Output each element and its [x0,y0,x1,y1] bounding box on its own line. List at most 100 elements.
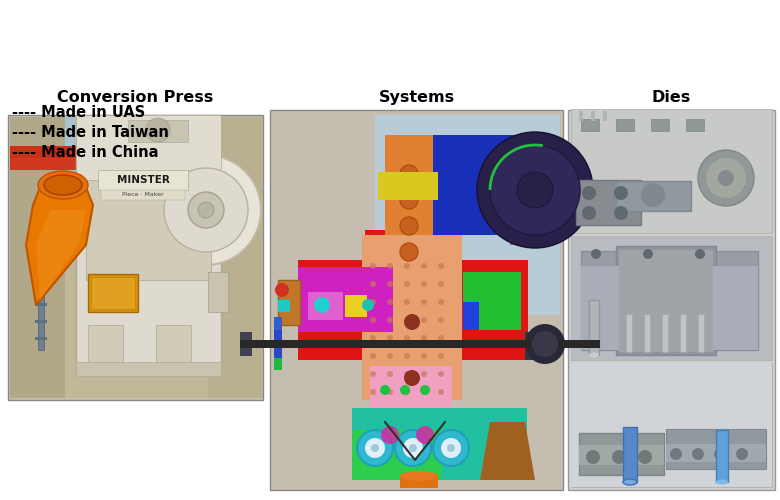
Circle shape [387,371,393,377]
Bar [571,109,772,233]
Circle shape [421,263,427,269]
Circle shape [438,281,444,287]
Bar [128,120,188,142]
Bar [400,474,438,488]
Bar [270,110,563,490]
Bar [425,135,520,235]
Circle shape [365,438,385,458]
Circle shape [400,217,418,235]
Bar [662,314,668,352]
Circle shape [441,438,461,458]
Bar [10,146,95,160]
Bar [35,269,47,272]
Bar [35,320,47,323]
Circle shape [582,186,596,200]
Polygon shape [26,180,93,305]
Bar [581,119,599,131]
Circle shape [164,168,248,252]
Text: ---- Made in China: ---- Made in China [12,145,158,160]
Circle shape [421,335,427,341]
Circle shape [387,299,393,305]
Bar [591,111,595,121]
Bar [698,314,704,352]
Bar [616,181,691,211]
Bar [510,160,532,245]
Circle shape [532,331,558,357]
Circle shape [736,448,748,460]
Circle shape [404,299,410,305]
Circle shape [387,353,393,359]
Circle shape [438,299,444,305]
Bar [352,430,442,480]
Bar [616,246,716,355]
Circle shape [404,371,410,377]
Bar [156,325,191,370]
Circle shape [404,335,410,341]
Circle shape [438,371,444,377]
Circle shape [387,263,393,269]
Bar [525,332,540,360]
Circle shape [198,202,214,218]
Text: Dies: Dies [652,90,691,105]
Text: ---- Made in UAS: ---- Made in UAS [12,105,145,120]
Bar [579,445,664,465]
Bar [352,408,527,480]
Circle shape [314,297,330,313]
Bar [571,363,772,487]
Bar [623,427,637,482]
Circle shape [387,335,393,341]
Circle shape [525,324,565,364]
Circle shape [438,263,444,269]
Bar [98,170,188,190]
Circle shape [370,335,376,341]
Bar [619,250,713,352]
Bar [101,190,185,200]
Circle shape [477,132,593,248]
Bar [680,314,686,352]
Bar [35,303,47,306]
Circle shape [614,206,628,220]
Circle shape [387,317,393,323]
Circle shape [421,389,427,395]
Bar [463,272,521,330]
Bar [571,363,772,487]
Circle shape [718,170,734,186]
Bar [298,260,528,360]
Bar [716,430,728,482]
Bar [10,117,261,200]
Circle shape [420,385,430,395]
Circle shape [370,317,376,323]
Bar [10,117,261,398]
Bar [644,314,650,352]
Bar [686,119,704,131]
Circle shape [370,281,376,287]
Circle shape [438,317,444,323]
Bar [308,292,343,320]
Bar [35,252,47,255]
Bar [666,429,766,469]
Bar [568,110,775,490]
Bar [651,119,669,131]
Circle shape [400,243,418,261]
Polygon shape [36,210,86,300]
Circle shape [714,448,726,460]
Circle shape [447,444,455,452]
Circle shape [438,335,444,341]
Text: MINSTER: MINSTER [116,175,169,185]
Bar [274,330,282,360]
Circle shape [395,430,431,466]
Circle shape [357,430,393,466]
Circle shape [582,206,596,220]
Circle shape [404,370,420,386]
Bar [274,317,282,332]
Circle shape [362,299,374,311]
Circle shape [692,448,704,460]
Circle shape [670,448,682,460]
Circle shape [404,314,420,330]
Bar [603,111,607,121]
Circle shape [370,263,376,269]
Text: Systems: Systems [378,90,455,105]
Bar [91,277,135,309]
Bar [571,236,772,360]
Bar [88,274,138,312]
